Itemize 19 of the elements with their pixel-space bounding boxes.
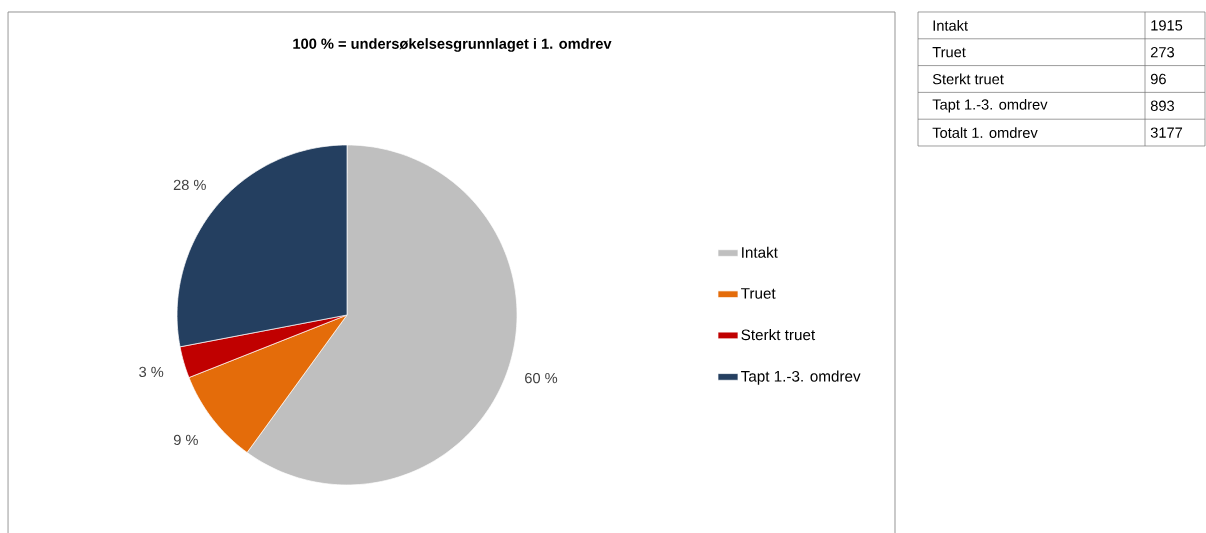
data-label: 3 %: [139, 366, 164, 378]
data-label: 28 %: [173, 179, 206, 191]
legend-label: Sterkt truet: [741, 329, 816, 341]
text: Truet: [932, 47, 966, 58]
text: Sterkt truet: [932, 73, 1004, 85]
text: Tapt 1.-3. omdrev: [932, 98, 1048, 113]
text: Intakt: [933, 20, 968, 31]
text: 273: [1150, 47, 1175, 58]
text: 96: [1150, 73, 1166, 85]
text: 1915: [1151, 20, 1183, 31]
chart-title: 100 % = undersøkelsesgrunnlaget i 1. omdrev: [293, 38, 612, 52]
legend-label: Truet: [741, 288, 776, 299]
data-label: 60 %: [525, 372, 558, 384]
data-label: 9 %: [173, 434, 198, 446]
legend-label: Tapt 1.-3. omdrev: [741, 370, 861, 385]
text: 3177: [1150, 127, 1183, 138]
text: 893: [1150, 100, 1175, 111]
legend-label: Intakt: [742, 246, 778, 258]
text: Totalt 1. omdrev: [932, 127, 1038, 138]
